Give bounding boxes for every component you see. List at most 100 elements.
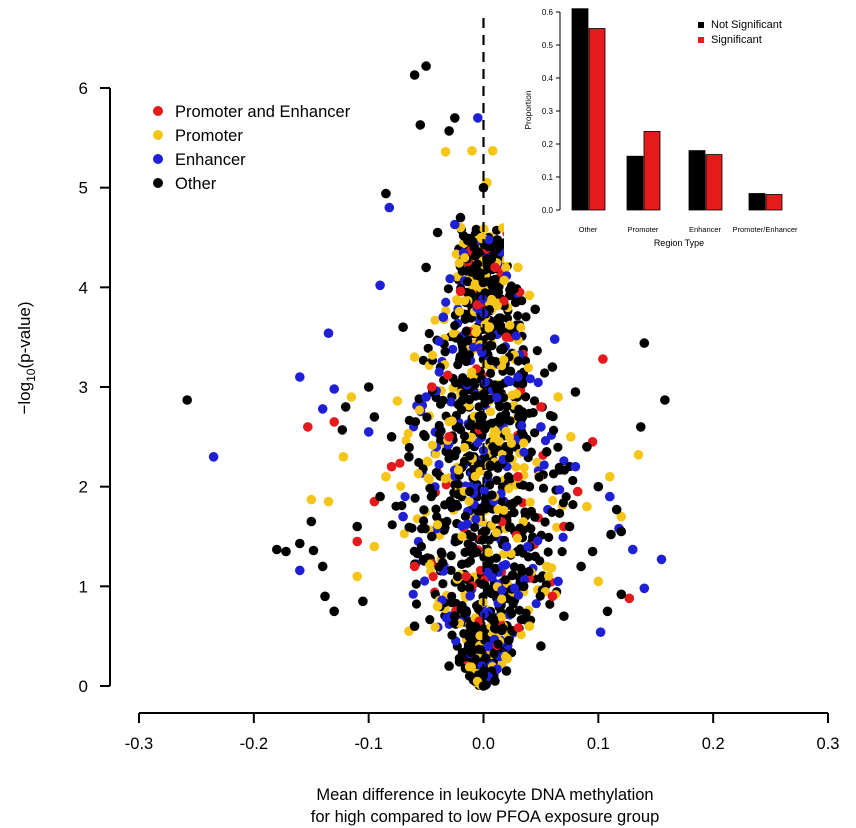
cloud-point <box>489 275 499 285</box>
scatter-point <box>530 551 540 562</box>
cloud-point <box>395 458 405 468</box>
scatter-point <box>398 322 408 333</box>
cloud-point <box>486 368 496 378</box>
cloud-point <box>453 479 463 489</box>
cloud-point <box>512 533 523 543</box>
cloud-point <box>470 522 480 533</box>
inset-bar <box>688 150 706 211</box>
cloud-point <box>521 312 531 322</box>
cloud-point <box>480 398 490 408</box>
scatter-point <box>432 227 443 238</box>
scatter-point <box>513 262 523 273</box>
cloud-point <box>479 486 489 496</box>
cloud-point <box>493 639 503 649</box>
cloud-point <box>521 392 531 402</box>
inset-bar <box>571 8 589 211</box>
scatter-point <box>582 442 592 452</box>
cloud-point <box>502 401 512 411</box>
scatter-point <box>478 182 489 193</box>
scatter-point <box>455 212 466 223</box>
legend-label: Promoter and Enhancer <box>175 103 351 121</box>
scatter-point <box>490 262 500 273</box>
cloud-point <box>492 392 502 403</box>
cloud-point <box>483 642 493 652</box>
scatter-point <box>295 372 305 382</box>
scatter-point <box>295 565 305 576</box>
cloud-point <box>517 567 527 577</box>
cloud-point <box>491 357 501 367</box>
cloud-point <box>445 449 455 459</box>
scatter-point <box>513 471 523 482</box>
cloud-point <box>452 446 462 456</box>
cloud-point <box>496 612 506 622</box>
scatter-point <box>461 571 472 582</box>
scatter-point <box>501 666 512 676</box>
cloud-point <box>549 425 559 435</box>
cloud-point <box>507 390 517 400</box>
cloud-point <box>489 617 499 627</box>
cloud-point <box>493 504 503 514</box>
cloud-point <box>477 348 487 358</box>
scatter-point <box>513 372 523 382</box>
cloud-point <box>525 374 535 384</box>
cloud-point <box>558 498 569 508</box>
cloud-point <box>521 608 531 618</box>
scatter-point <box>495 412 506 422</box>
scatter-point <box>553 576 563 587</box>
cloud-point <box>387 520 397 530</box>
scatter-point <box>303 422 313 432</box>
cloud-point <box>519 438 529 448</box>
cloud-point <box>503 472 513 482</box>
cloud-point <box>422 412 432 422</box>
cloud-point <box>509 498 519 508</box>
scatter-point <box>455 286 466 297</box>
scatter-point <box>208 452 219 462</box>
inset-bar <box>588 28 606 211</box>
scatter-point <box>409 352 420 362</box>
cloud-point <box>491 528 501 538</box>
cloud-point <box>404 415 414 425</box>
cloud-point <box>448 328 459 338</box>
cloud-point <box>545 599 555 609</box>
scatter-point <box>473 113 483 123</box>
cloud-point <box>487 418 497 428</box>
cloud-point <box>451 378 461 388</box>
scatter-point <box>444 432 454 442</box>
scatter-point <box>386 432 397 442</box>
cloud-point <box>434 336 444 346</box>
cloud-point <box>427 440 438 450</box>
cloud-point <box>544 532 554 543</box>
cloud-point <box>500 575 511 585</box>
cloud-point <box>432 520 443 530</box>
scatter-point <box>306 494 317 505</box>
legend-marker <box>153 178 163 188</box>
cloud-point <box>480 424 490 434</box>
cloud-point <box>535 591 545 601</box>
cloud-point <box>445 274 455 284</box>
cloud-point <box>504 484 514 494</box>
cloud-point <box>410 493 420 503</box>
legend-label: Enhancer <box>175 151 246 169</box>
cloud-point <box>467 421 477 431</box>
cloud-point <box>463 336 473 346</box>
cloud-point <box>431 449 441 459</box>
cloud-point <box>430 622 440 632</box>
y-tick-label: 4 <box>79 278 88 297</box>
scatter-point <box>628 544 638 555</box>
cloud-point <box>428 572 438 582</box>
cloud-point <box>568 475 578 486</box>
cloud-point <box>530 428 540 438</box>
scatter-point <box>386 461 397 472</box>
cloud-point <box>419 429 429 440</box>
scatter-point <box>352 536 363 547</box>
cloud-point <box>523 363 534 373</box>
scatter-point <box>530 304 540 315</box>
cloud-point <box>513 311 523 321</box>
cloud-point <box>473 604 483 614</box>
x-axis-label-line2: for high compared to low PFOA exposure g… <box>311 808 660 826</box>
cloud-point <box>446 397 456 407</box>
cloud-point <box>520 356 531 366</box>
scatter-point <box>541 447 552 457</box>
x-tick-label: -0.2 <box>240 735 268 753</box>
cloud-point <box>506 281 516 291</box>
